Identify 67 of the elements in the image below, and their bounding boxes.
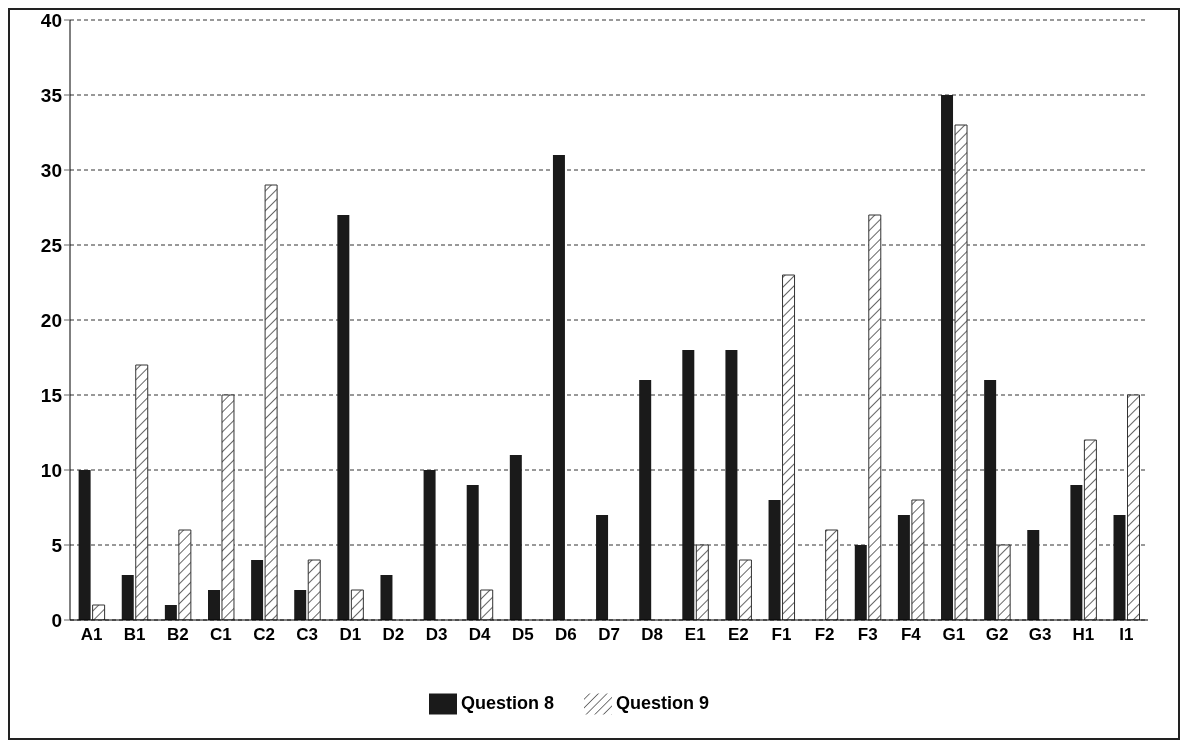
x-tick-label: E1 bbox=[684, 625, 706, 645]
bar bbox=[1083, 439, 1097, 620]
x-tick-label: F2 bbox=[814, 625, 835, 645]
bar bbox=[92, 604, 106, 620]
x-tick-label: D7 bbox=[598, 625, 620, 645]
y-tick-label: 25 bbox=[40, 234, 63, 256]
bar bbox=[984, 380, 997, 620]
bar bbox=[768, 500, 781, 620]
bar bbox=[596, 515, 609, 620]
y-tick-label: 30 bbox=[40, 159, 62, 181]
y-tick-label: 20 bbox=[40, 309, 62, 331]
bar bbox=[552, 155, 565, 620]
bar bbox=[1070, 485, 1083, 620]
x-tick-label: C3 bbox=[296, 625, 319, 645]
y-tick-label: 0 bbox=[51, 609, 62, 631]
x-tick-label: D3 bbox=[425, 625, 448, 645]
x-tick-label: F4 bbox=[900, 625, 922, 645]
x-tick-label: B1 bbox=[123, 625, 146, 645]
x-tick-label: D2 bbox=[382, 625, 405, 645]
x-tick-label: G2 bbox=[985, 625, 1009, 645]
y-tick-label: 15 bbox=[40, 384, 63, 406]
x-tick-label: F3 bbox=[857, 625, 878, 645]
bar bbox=[480, 589, 494, 620]
bar bbox=[78, 470, 91, 620]
y-tick-label: 40 bbox=[40, 9, 62, 31]
bar bbox=[639, 380, 652, 620]
bar bbox=[350, 589, 364, 620]
bar bbox=[251, 560, 264, 620]
bar bbox=[294, 590, 307, 620]
bar bbox=[738, 559, 752, 620]
y-tick-label: 10 bbox=[40, 459, 62, 481]
bar bbox=[207, 590, 220, 620]
x-tick-label: F1 bbox=[771, 625, 792, 645]
x-tick-label: D8 bbox=[641, 625, 663, 645]
bar bbox=[1113, 515, 1126, 620]
bar bbox=[825, 529, 839, 620]
x-tick-label: G1 bbox=[942, 625, 966, 645]
x-tick-label: D1 bbox=[339, 625, 362, 645]
x-tick-label: C2 bbox=[253, 625, 275, 645]
x-tick-label: I1 bbox=[1119, 625, 1134, 645]
legend-label: Question 8 bbox=[460, 692, 554, 713]
bar bbox=[164, 605, 177, 620]
x-tick-label: G3 bbox=[1028, 625, 1052, 645]
bar bbox=[682, 350, 695, 620]
bar bbox=[1027, 530, 1040, 620]
bar bbox=[725, 350, 738, 620]
x-tick-label: B2 bbox=[166, 625, 189, 645]
bar bbox=[380, 575, 393, 620]
x-tick-label: A1 bbox=[80, 625, 103, 645]
x-tick-label: H1 bbox=[1072, 625, 1095, 645]
x-tick-label: E2 bbox=[727, 625, 749, 645]
x-tick-label: C1 bbox=[210, 625, 232, 645]
legend-label: Question 9 bbox=[616, 692, 710, 713]
bar bbox=[307, 559, 321, 620]
bar bbox=[509, 455, 522, 620]
bar bbox=[466, 485, 479, 620]
bar bbox=[854, 545, 867, 620]
bar bbox=[897, 515, 910, 620]
y-tick-label: 5 bbox=[51, 534, 63, 556]
bar bbox=[121, 575, 134, 620]
x-tick-label: D4 bbox=[468, 625, 492, 645]
y-tick-label: 35 bbox=[40, 84, 63, 106]
x-tick-label: D5 bbox=[511, 625, 534, 645]
bar bbox=[941, 95, 954, 620]
bar bbox=[337, 215, 350, 620]
x-tick-label: D6 bbox=[555, 625, 577, 645]
bar bbox=[423, 470, 436, 620]
